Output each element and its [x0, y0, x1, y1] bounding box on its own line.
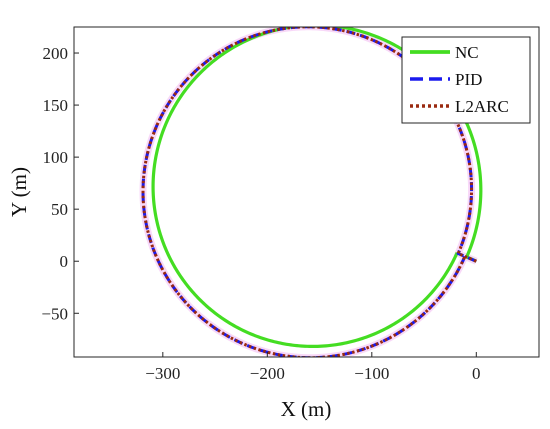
plot-frame	[73, 26, 540, 358]
y-tick-label: 100	[43, 148, 69, 167]
y-tick-label: 150	[43, 96, 69, 115]
x-axis-label: X (m)	[281, 397, 332, 421]
y-tick-label: −50	[41, 304, 68, 323]
x-tick-label: 0	[472, 364, 481, 383]
y-tick-label: 0	[60, 252, 69, 271]
legend-label-pid: PID	[455, 70, 482, 89]
legend: NC PID L2ARC	[401, 36, 531, 124]
legend-label-nc: NC	[455, 43, 479, 62]
legend-label-l2arc: L2ARC	[455, 97, 509, 116]
y-tick-label: 50	[51, 200, 68, 219]
x-tick-label: −100	[354, 364, 389, 383]
y-tick-label: 200	[43, 44, 69, 63]
x-tick-label: −200	[250, 364, 285, 383]
y-axis-label: Y (m)	[7, 167, 31, 217]
x-tick-label: −300	[145, 364, 180, 383]
